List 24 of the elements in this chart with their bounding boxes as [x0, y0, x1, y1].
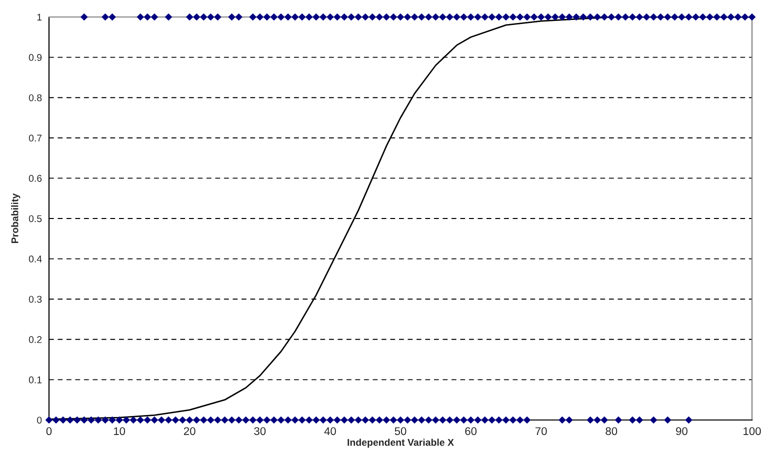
- y-tick-label: 0: [37, 416, 42, 424]
- y-tick-label: 0.1: [28, 376, 42, 384]
- y-tick-label: 0.9: [28, 54, 42, 61]
- x-tick-label: 20: [184, 427, 196, 436]
- x-tick-label: 70: [535, 427, 547, 436]
- x-tick-label: 100: [744, 427, 761, 436]
- x-tick-label: 60: [465, 427, 477, 436]
- y-tick-label: 1: [37, 14, 42, 21]
- x-tick-label: 40: [324, 427, 336, 436]
- y-tick-label: 0.4: [28, 256, 42, 262]
- y-tick-label: 0.3: [28, 296, 42, 303]
- x-tick-label: 10: [114, 427, 126, 436]
- x-tick-label: 80: [606, 427, 618, 436]
- y-axis-title: Probability: [11, 193, 20, 243]
- x-tick-label: 0: [46, 427, 52, 436]
- y-tick-label: 0.6: [28, 174, 42, 182]
- x-axis-title: Independent Variable X: [348, 438, 454, 448]
- y-tick-label: 0.2: [28, 336, 42, 344]
- y-tick-label: 0.7: [28, 134, 42, 142]
- x-tick-label: 30: [254, 427, 266, 436]
- x-tick-label: 90: [676, 427, 688, 436]
- x-tick-label: 50: [394, 427, 406, 436]
- y-tick-label: 0.8: [28, 94, 42, 102]
- y-tick-label: 0.5: [28, 215, 42, 222]
